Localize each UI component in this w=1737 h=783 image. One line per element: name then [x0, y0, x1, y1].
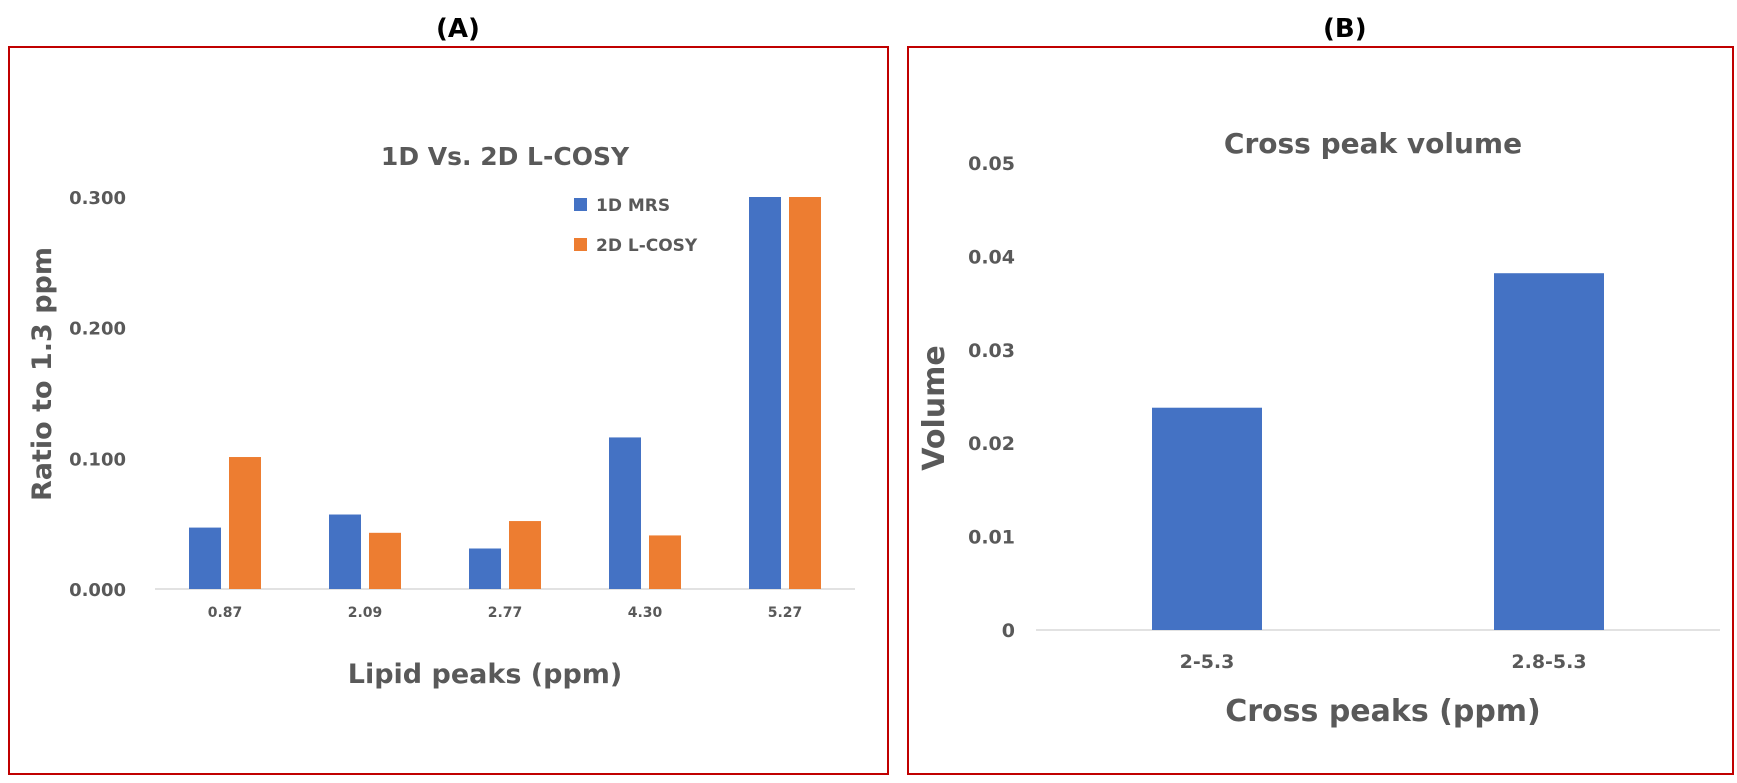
chart-b-xlabel: Cross peaks (ppm): [1225, 694, 1541, 729]
chart-a-xlabel: Lipid peaks (ppm): [348, 659, 623, 690]
chart-b-bar: [1152, 407, 1262, 630]
chart-a-ytick: 0.300: [69, 188, 126, 209]
chart-a-legend-label: 1D MRS: [596, 196, 670, 216]
chart-b-ytick: 0.04: [968, 246, 1015, 268]
chart-a-legend-label: 2D L-COSY: [596, 236, 698, 256]
panel-b-label: (B): [1323, 14, 1367, 44]
chart-a-xtick: 5.27: [768, 605, 803, 621]
chart-a-bar: [609, 437, 641, 589]
chart-a-ylabel: Ratio to 1.3 ppm: [27, 247, 58, 501]
chart-b-ytick: 0.05: [968, 153, 1015, 175]
chart-a-xtick: 4.30: [628, 605, 663, 621]
chart-b-xtick: 2-5.3: [1180, 651, 1235, 673]
chart-a-ytick: 0.100: [69, 449, 126, 470]
chart-a-bar: [509, 521, 541, 589]
chart-a-bar: [369, 532, 401, 589]
chart-a-bar: [469, 548, 501, 589]
chart-a-legend-swatch: [574, 198, 587, 211]
chart-a-bar: [649, 535, 681, 589]
chart-a-bar: [789, 197, 821, 589]
panel-a-label: (A): [436, 14, 480, 44]
chart-a-legend-swatch: [574, 238, 587, 251]
chart-b-title: Cross peak volume: [1224, 127, 1522, 160]
chart-a-bar: [229, 457, 261, 589]
chart-a-title: 1D Vs. 2D L-COSY: [381, 142, 630, 171]
chart-b-bar: [1494, 273, 1604, 630]
chart-b-ytick: 0.01: [968, 527, 1015, 549]
chart-b-ylabel: Volume: [917, 345, 952, 470]
panel-a-border: [8, 46, 889, 775]
chart-b-ytick: 0.02: [968, 433, 1015, 455]
chart-a-bar: [749, 197, 781, 589]
chart-a-xtick: 2.77: [488, 605, 523, 621]
chart-a-ytick: 0.200: [69, 319, 126, 340]
chart-a-xtick: 2.09: [348, 605, 383, 621]
chart-b-ytick: 0: [1002, 620, 1015, 642]
chart-b-xtick: 2.8-5.3: [1511, 651, 1586, 673]
chart-a-xtick: 0.87: [208, 605, 243, 621]
chart-a-bar: [189, 527, 221, 589]
panel-b-border: [907, 46, 1734, 775]
chart-a-bar: [329, 514, 361, 589]
chart-a-ytick: 0.000: [69, 580, 126, 601]
chart-b-ytick: 0.03: [968, 340, 1015, 362]
